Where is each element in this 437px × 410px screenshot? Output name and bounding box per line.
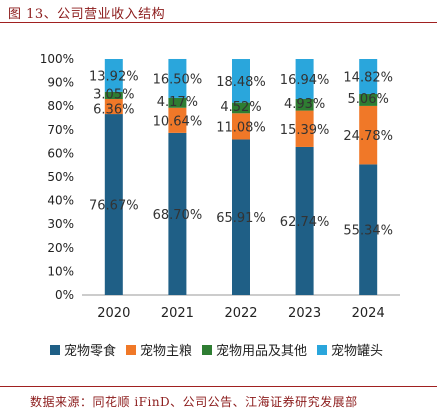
bar-segment [104, 99, 123, 115]
x-tick-label: 2024 [352, 306, 385, 321]
data-label: 4.93% [284, 97, 325, 112]
data-label: 65.91% [216, 211, 266, 226]
legend-item-supplies: 宠物用品及其他 [202, 340, 307, 359]
x-tick-label: 2020 [97, 306, 130, 321]
bar-segment [104, 114, 123, 295]
legend-label-supplies: 宠物用品及其他 [216, 344, 308, 359]
bar-segment [295, 110, 314, 147]
bar-segment [232, 139, 250, 295]
bar-segment [104, 91, 123, 100]
bar-segment [295, 59, 314, 99]
data-label: 16.50% [153, 72, 203, 87]
bar-segment [232, 59, 250, 103]
bar-segment [168, 97, 187, 108]
legend-swatch-staple-food [126, 344, 137, 355]
data-source-note: 数据来源：同花顺 iFinD、公司公告、江海证券研究发展部 [30, 395, 358, 409]
legend-item-cans: 宠物罐头 [317, 340, 383, 359]
y-tick-label: 30% [47, 217, 74, 231]
bar-segment [232, 113, 250, 140]
legend-swatch-supplies [202, 344, 213, 355]
y-tick-label: 90% [47, 76, 74, 90]
x-tick-label: 2023 [288, 306, 321, 321]
data-label: 76.67% [89, 199, 139, 214]
bar-segment [168, 107, 187, 133]
y-tick-label: 100% [40, 52, 74, 66]
y-tick-label: 0% [55, 288, 74, 302]
footer-rule [0, 386, 437, 387]
legend-label-staple-food: 宠物主粮 [140, 344, 193, 359]
data-label: 14.82% [343, 70, 393, 85]
legend-item-staple-food: 宠物主粮 [126, 340, 192, 359]
y-tick-label: 60% [47, 146, 74, 160]
bar-segment [359, 105, 378, 165]
y-tick-label: 70% [47, 123, 74, 137]
data-label: 18.48% [216, 75, 266, 90]
data-label: 11.08% [216, 120, 266, 135]
data-label: 13.92% [89, 69, 139, 84]
legend-label-cans: 宠物罐头 [331, 344, 384, 359]
bar-segment [359, 59, 378, 94]
data-label: 3.05% [93, 87, 134, 102]
bar-segment [359, 93, 378, 106]
x-tick-label: 2021 [161, 306, 194, 321]
legend-item-snacks: 宠物零食 [50, 340, 116, 359]
bar-segment [168, 132, 187, 295]
data-label: 15.39% [280, 123, 330, 138]
data-label: 68.70% [153, 208, 203, 223]
bar-segment [232, 102, 250, 114]
legend-label-snacks: 宠物零食 [64, 344, 117, 359]
y-tick-label: 40% [47, 194, 74, 208]
bar-segment [295, 146, 314, 295]
x-tick-label: 2022 [224, 306, 257, 321]
data-label: 62.74% [280, 215, 330, 230]
bar-segment [359, 164, 378, 295]
chart-legend: 宠物零食 宠物主粮 宠物用品及其他 宠物罐头 [50, 340, 383, 359]
legend-swatch-cans [317, 344, 328, 355]
data-label: 10.64% [153, 114, 203, 129]
bar-segment [168, 58, 187, 98]
data-label: 16.94% [280, 73, 330, 88]
y-tick-label: 10% [47, 264, 74, 278]
legend-swatch-snacks [50, 344, 60, 355]
data-label: 6.36% [93, 103, 134, 118]
data-label: 4.17% [157, 95, 198, 110]
chart-title: 图 13、公司营业收入结构 [8, 7, 166, 22]
data-label: 5.06% [348, 92, 389, 107]
data-label: 24.78% [343, 129, 393, 144]
header-rule [0, 22, 437, 23]
y-tick-label: 20% [47, 241, 74, 255]
data-label: 4.52% [220, 100, 261, 115]
y-tick-label: 80% [47, 99, 74, 113]
bar-segment [295, 98, 314, 111]
bar-segment [104, 59, 123, 92]
y-tick-label: 50% [47, 170, 74, 184]
data-label: 55.34% [343, 224, 393, 239]
